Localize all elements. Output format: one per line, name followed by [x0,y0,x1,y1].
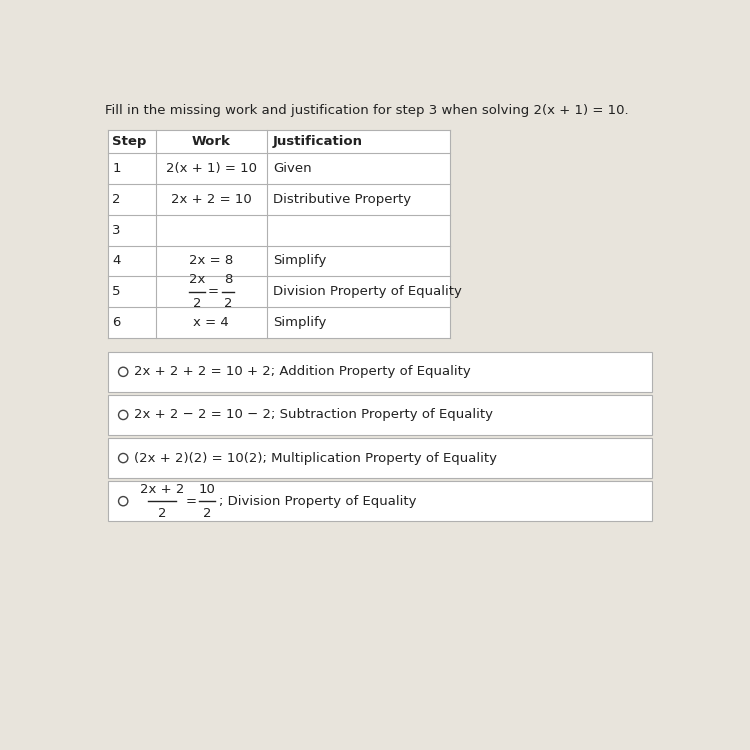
Text: 1: 1 [112,162,121,175]
Text: 2x: 2x [189,273,206,286]
Text: Simplify: Simplify [273,254,326,268]
Text: 2: 2 [202,506,211,520]
Text: =: = [207,285,218,298]
Bar [108,352,652,392]
Text: 2x + 2: 2x + 2 [140,483,184,496]
Text: 2: 2 [158,506,166,520]
Bar [108,438,652,478]
Text: 2x = 8: 2x = 8 [189,254,233,268]
Text: Justification: Justification [273,135,363,148]
Text: Fill in the missing work and justification for step 3 when solving 2(x + 1) = 10: Fill in the missing work and justificati… [104,104,628,117]
Text: 5: 5 [112,285,121,298]
Text: 4: 4 [112,254,121,268]
Text: 2x + 2 = 10: 2x + 2 = 10 [171,193,251,206]
Text: 2(x + 1) = 10: 2(x + 1) = 10 [166,162,256,175]
Text: 8: 8 [224,273,232,286]
Bar [108,395,652,435]
Text: 2x + 2 + 2 = 10 + 2; Addition Property of Equality: 2x + 2 + 2 = 10 + 2; Addition Property o… [134,365,471,378]
Text: 10: 10 [199,483,215,496]
Text: 2x + 2 − 2 = 10 − 2; Subtraction Property of Equality: 2x + 2 − 2 = 10 − 2; Subtraction Propert… [134,409,493,422]
Text: x = 4: x = 4 [194,316,229,329]
Text: 6: 6 [112,316,121,329]
Text: 3: 3 [112,224,121,237]
Text: Work: Work [192,135,230,148]
Text: Division Property of Equality: Division Property of Equality [273,285,462,298]
Text: Simplify: Simplify [273,316,326,329]
Text: Given: Given [273,162,311,175]
Text: 2: 2 [193,297,202,310]
Bar [108,482,652,521]
Text: 2: 2 [112,193,121,206]
Text: (2x + 2)(2) = 10(2); Multiplication Property of Equality: (2x + 2)(2) = 10(2); Multiplication Prop… [134,452,497,464]
Text: Step: Step [112,135,147,148]
Text: 2: 2 [224,297,232,310]
Bar [108,130,450,338]
Text: =: = [185,495,196,508]
Text: ; Division Property of Equality: ; Division Property of Equality [219,495,417,508]
Text: Distributive Property: Distributive Property [273,193,411,206]
